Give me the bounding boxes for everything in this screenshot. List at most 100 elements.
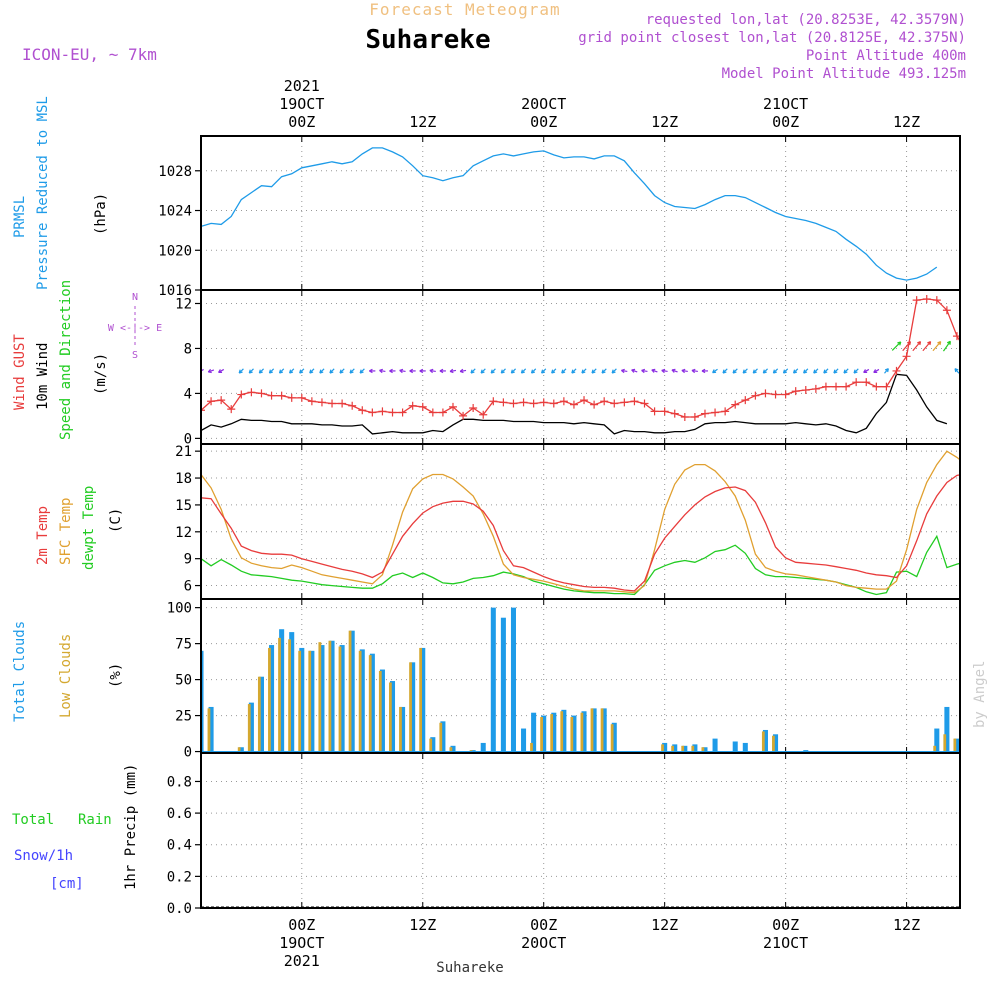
wind-arrowhead — [671, 368, 676, 373]
wind-arrowhead — [218, 369, 223, 374]
wind-arrowhead — [289, 369, 294, 374]
total-cloud-bar — [319, 645, 325, 752]
low-cloud-bar — [671, 745, 674, 752]
wind-arrow — [902, 341, 911, 352]
gust-marker — [630, 397, 639, 406]
low-cloud-bar — [953, 738, 957, 752]
precip-unit: 1hr Precip (mm) — [123, 764, 139, 890]
temperature-panel: 6 9 12 15 18 21 — [175, 443, 961, 600]
wind-arrowhead — [946, 340, 951, 345]
wind-arrowhead — [379, 368, 383, 374]
top-time-label: 20OCT — [521, 95, 566, 113]
total-cloud-bar — [742, 742, 748, 752]
bottom-time-label: 00Z — [530, 916, 557, 934]
wind-panel: 0 4 8 12 — [175, 289, 961, 447]
wind-arrowhead — [449, 368, 454, 374]
gust-marker — [448, 402, 457, 411]
low-cloud-bar — [358, 650, 362, 752]
gust-marker — [277, 391, 286, 400]
gust-marker — [761, 389, 770, 398]
wind-arrowhead — [712, 369, 717, 374]
temperature-ytick-label: 9 — [184, 552, 192, 568]
gust-marker — [922, 294, 931, 303]
pressure-panel: 1016 1020 1024 1028 — [158, 135, 961, 299]
wind-arrowhead — [611, 369, 616, 374]
compass-s: S — [132, 350, 138, 361]
low-cloud-bar — [943, 734, 947, 752]
gust-marker — [942, 306, 951, 315]
gust-marker — [388, 408, 397, 417]
low-cloud-bar — [933, 745, 937, 752]
total-cloud-bar — [359, 649, 365, 752]
temp-labels: 2m Temp SFC Temp dewpt Temp (C) — [35, 486, 124, 570]
gust-marker — [428, 408, 437, 417]
wind-arrowhead — [439, 368, 444, 374]
low-cloud-bar — [207, 708, 211, 752]
wind-arrowhead — [813, 369, 818, 374]
gust-marker — [852, 378, 861, 387]
gust-marker — [207, 397, 216, 406]
gust-marker — [287, 393, 296, 402]
low-cloud-bar — [237, 747, 241, 752]
low-cloud-bar — [308, 650, 312, 752]
wind-arrowhead — [732, 369, 737, 374]
snow-unit-label: [cm] — [50, 876, 84, 892]
low-cloud-bar — [399, 706, 402, 752]
wind-arrowhead — [691, 368, 696, 374]
wind-arrowhead — [480, 369, 485, 374]
wind-arrowhead — [884, 368, 889, 373]
wind-arrow — [201, 368, 204, 372]
clouds-ytick-label: 75 — [175, 637, 192, 653]
wind-ytick-label: 0 — [184, 431, 192, 447]
total-cloud-bar — [379, 669, 385, 752]
total-cloud-bar — [732, 741, 738, 752]
temp-sfc-label: SFC Temp — [58, 498, 74, 565]
low-cloud-bar — [772, 735, 775, 752]
wind-arrowhead — [937, 341, 942, 346]
low-cloud-bar — [419, 647, 423, 752]
wind-arrowhead — [389, 368, 393, 374]
bottom-time-label: 12Z — [409, 916, 436, 934]
wind-arrowhead — [510, 369, 515, 374]
gust-marker — [539, 398, 548, 407]
gust-marker — [932, 296, 941, 305]
top-time-label: 00Z — [288, 113, 315, 131]
gust-marker — [529, 399, 538, 408]
clouds-ytick-label: 100 — [167, 601, 192, 617]
wind-arrowhead — [917, 341, 922, 346]
low-cloud-bar — [288, 639, 291, 752]
rain-label-total: Total — [12, 812, 54, 828]
low-cloud-bar — [590, 708, 594, 752]
wind-arrow — [922, 341, 932, 352]
wind-arrowhead — [409, 368, 414, 374]
gust-marker — [201, 406, 205, 415]
total-cloud-bar — [430, 737, 436, 752]
wind-unit: (m/s) — [93, 353, 109, 395]
gust-marker — [317, 398, 326, 407]
gust-marker — [348, 401, 357, 410]
total-cloud-bar — [201, 650, 204, 752]
total-cloud-bar — [339, 645, 345, 752]
top-time-label: 21OCT — [763, 95, 808, 113]
low-cloud-bar — [701, 747, 705, 752]
total-cloud-bar — [490, 607, 496, 752]
bottom-time-label: 2021 — [284, 952, 320, 970]
t2m-line — [201, 474, 960, 592]
total-cloud-bar — [510, 607, 516, 752]
total-cloud-bar — [238, 747, 244, 752]
bottom-time-label: 12Z — [893, 916, 920, 934]
gust-marker — [711, 408, 720, 417]
total-cloud-bar — [702, 747, 708, 752]
total-cloud-bar — [258, 676, 264, 752]
total-cloud-bar — [299, 647, 305, 752]
gust-marker — [650, 407, 659, 416]
total-cloud-bar — [521, 728, 527, 752]
total-cloud-bar — [561, 709, 567, 752]
total-cloud-bar — [279, 629, 285, 752]
total-cloud-bar — [611, 722, 617, 752]
wind-arrowhead — [803, 369, 808, 374]
gust-marker — [398, 408, 407, 417]
gust-marker — [640, 399, 649, 408]
wind-arrowhead — [329, 369, 334, 374]
temperature-ytick-label: 12 — [175, 525, 192, 541]
